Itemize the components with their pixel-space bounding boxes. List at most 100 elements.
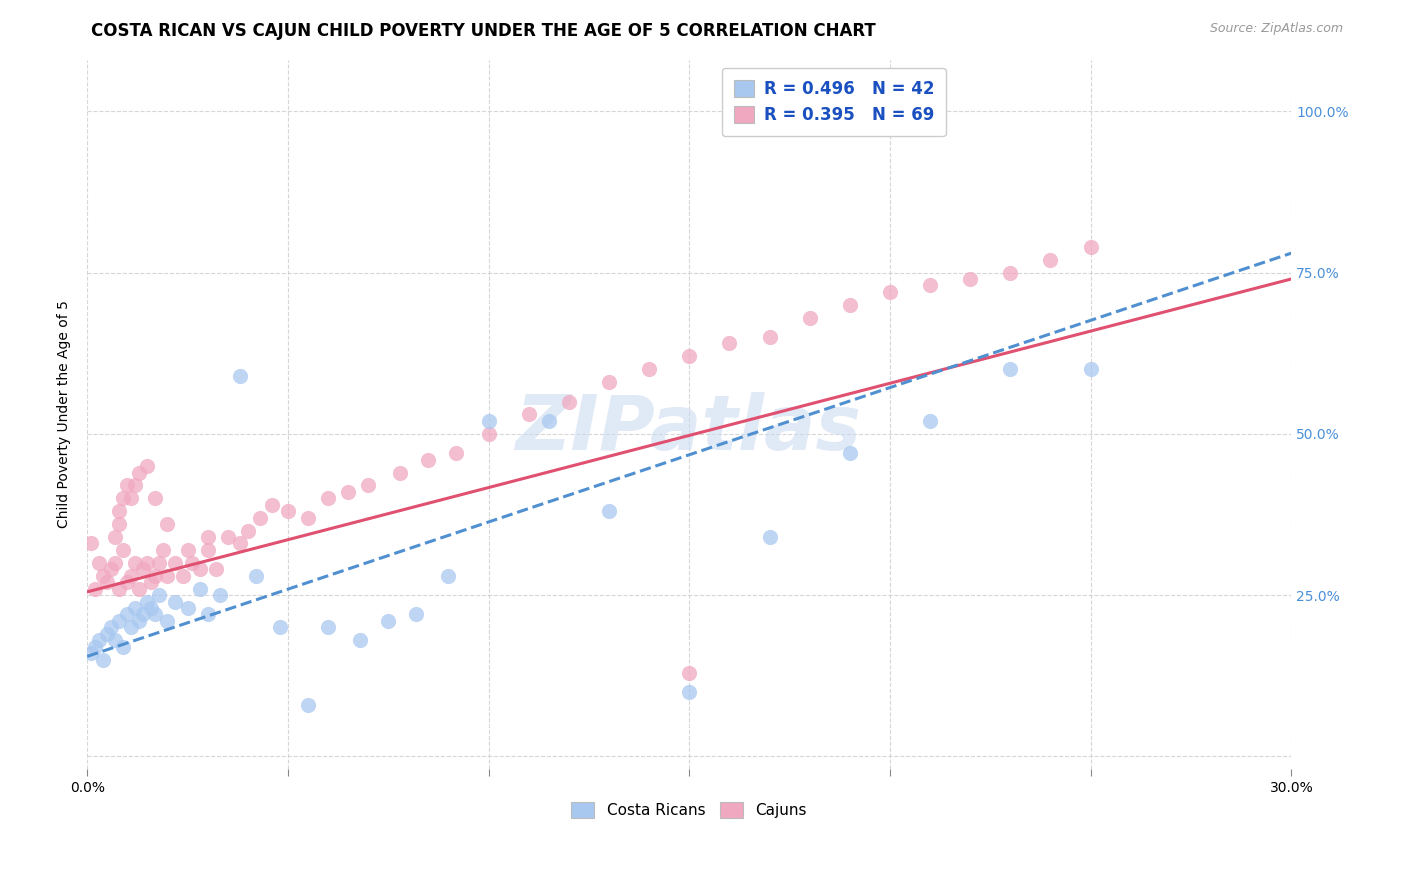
- Point: [249, 510, 271, 524]
- Point: [128, 614, 150, 628]
- Point: [316, 491, 339, 506]
- Point: [89, 556, 111, 570]
- Point: [132, 562, 155, 576]
- Point: [1080, 240, 1102, 254]
- Point: [104, 530, 127, 544]
- Point: [91, 652, 114, 666]
- Point: [337, 484, 360, 499]
- Point: [120, 568, 142, 582]
- Point: [920, 414, 942, 428]
- Y-axis label: Child Poverty Under the Age of 5: Child Poverty Under the Age of 5: [58, 301, 72, 528]
- Point: [141, 601, 163, 615]
- Point: [128, 466, 150, 480]
- Point: [277, 504, 299, 518]
- Point: [89, 633, 111, 648]
- Text: Source: ZipAtlas.com: Source: ZipAtlas.com: [1209, 22, 1343, 36]
- Point: [80, 536, 103, 550]
- Point: [188, 582, 211, 596]
- Point: [197, 607, 219, 622]
- Point: [117, 575, 139, 590]
- Point: [176, 543, 198, 558]
- Point: [217, 530, 239, 544]
- Point: [176, 601, 198, 615]
- Point: [1039, 252, 1062, 267]
- Point: [920, 278, 942, 293]
- Point: [418, 452, 440, 467]
- Legend: Costa Ricans, Cajuns: Costa Ricans, Cajuns: [564, 794, 814, 825]
- Point: [136, 458, 159, 473]
- Point: [678, 350, 700, 364]
- Point: [638, 362, 661, 376]
- Point: [117, 607, 139, 622]
- Point: [112, 543, 135, 558]
- Point: [838, 446, 860, 460]
- Point: [100, 620, 122, 634]
- Point: [156, 614, 179, 628]
- Point: [437, 568, 460, 582]
- Point: [598, 504, 620, 518]
- Point: [136, 556, 159, 570]
- Point: [758, 530, 780, 544]
- Point: [245, 568, 267, 582]
- Point: [148, 556, 170, 570]
- Point: [260, 498, 283, 512]
- Point: [197, 543, 219, 558]
- Point: [112, 640, 135, 654]
- Point: [165, 594, 187, 608]
- Point: [297, 510, 319, 524]
- Point: [84, 640, 107, 654]
- Point: [208, 588, 231, 602]
- Point: [316, 620, 339, 634]
- Text: ZIPatlas: ZIPatlas: [516, 392, 862, 466]
- Point: [120, 491, 142, 506]
- Point: [117, 478, 139, 492]
- Point: [1000, 362, 1022, 376]
- Point: [108, 614, 131, 628]
- Point: [124, 601, 146, 615]
- Point: [598, 375, 620, 389]
- Point: [377, 614, 399, 628]
- Point: [959, 272, 981, 286]
- Point: [180, 556, 202, 570]
- Point: [84, 582, 107, 596]
- Point: [718, 336, 741, 351]
- Point: [349, 633, 371, 648]
- Point: [156, 517, 179, 532]
- Point: [108, 504, 131, 518]
- Point: [517, 408, 540, 422]
- Point: [1000, 266, 1022, 280]
- Point: [112, 491, 135, 506]
- Point: [152, 543, 174, 558]
- Point: [879, 285, 901, 299]
- Point: [197, 530, 219, 544]
- Point: [1080, 362, 1102, 376]
- Point: [678, 685, 700, 699]
- Point: [145, 491, 167, 506]
- Point: [124, 478, 146, 492]
- Point: [188, 562, 211, 576]
- Point: [120, 620, 142, 634]
- Point: [269, 620, 291, 634]
- Point: [128, 582, 150, 596]
- Point: [96, 627, 118, 641]
- Point: [477, 426, 499, 441]
- Point: [156, 568, 179, 582]
- Point: [236, 524, 259, 538]
- Point: [477, 414, 499, 428]
- Point: [108, 517, 131, 532]
- Point: [389, 466, 412, 480]
- Point: [141, 575, 163, 590]
- Point: [297, 698, 319, 712]
- Point: [80, 646, 103, 660]
- Point: [357, 478, 380, 492]
- Point: [446, 446, 468, 460]
- Point: [228, 368, 250, 383]
- Point: [838, 298, 860, 312]
- Point: [204, 562, 226, 576]
- Point: [173, 568, 195, 582]
- Point: [228, 536, 250, 550]
- Point: [405, 607, 427, 622]
- Point: [132, 607, 155, 622]
- Text: COSTA RICAN VS CAJUN CHILD POVERTY UNDER THE AGE OF 5 CORRELATION CHART: COSTA RICAN VS CAJUN CHILD POVERTY UNDER…: [91, 22, 876, 40]
- Point: [100, 562, 122, 576]
